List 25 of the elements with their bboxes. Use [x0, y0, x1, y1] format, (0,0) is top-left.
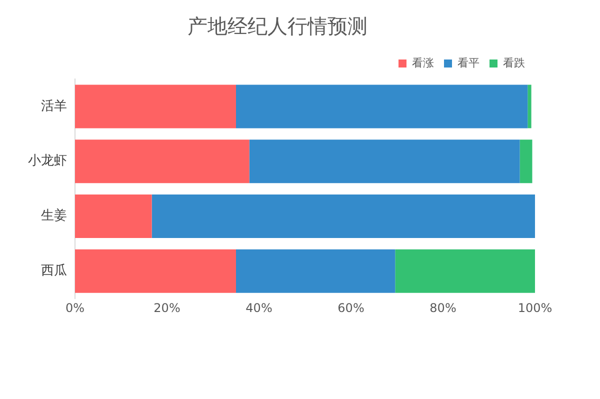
- bar: [75, 194, 152, 238]
- bar: [249, 140, 520, 184]
- x-tick-label: 40%: [246, 300, 272, 315]
- x-tick-label: 60%: [338, 300, 364, 315]
- x-tick-label: 100%: [518, 300, 552, 315]
- chart-title: 产地经纪人行情预测: [188, 14, 368, 38]
- y-tick-label: 活羊: [41, 98, 67, 114]
- bar: [236, 249, 396, 293]
- bar: [520, 140, 532, 184]
- y-tick-label: 生姜: [41, 208, 67, 224]
- legend-label: 看跌: [503, 56, 525, 70]
- legend-label: 看涨: [412, 56, 434, 70]
- x-tick-label: 0%: [65, 300, 85, 315]
- bar: [75, 249, 236, 293]
- x-tick-label: 80%: [430, 300, 456, 315]
- legend-label: 看平: [458, 56, 480, 70]
- bar: [75, 84, 236, 128]
- bar: [395, 249, 535, 293]
- bar: [75, 140, 250, 184]
- bar: [152, 194, 535, 238]
- bar: [528, 84, 532, 128]
- x-tick-label: 20%: [154, 300, 180, 315]
- bar: [236, 84, 528, 128]
- y-tick-label: 小龙虾: [28, 154, 67, 169]
- y-tick-label: 西瓜: [41, 264, 67, 279]
